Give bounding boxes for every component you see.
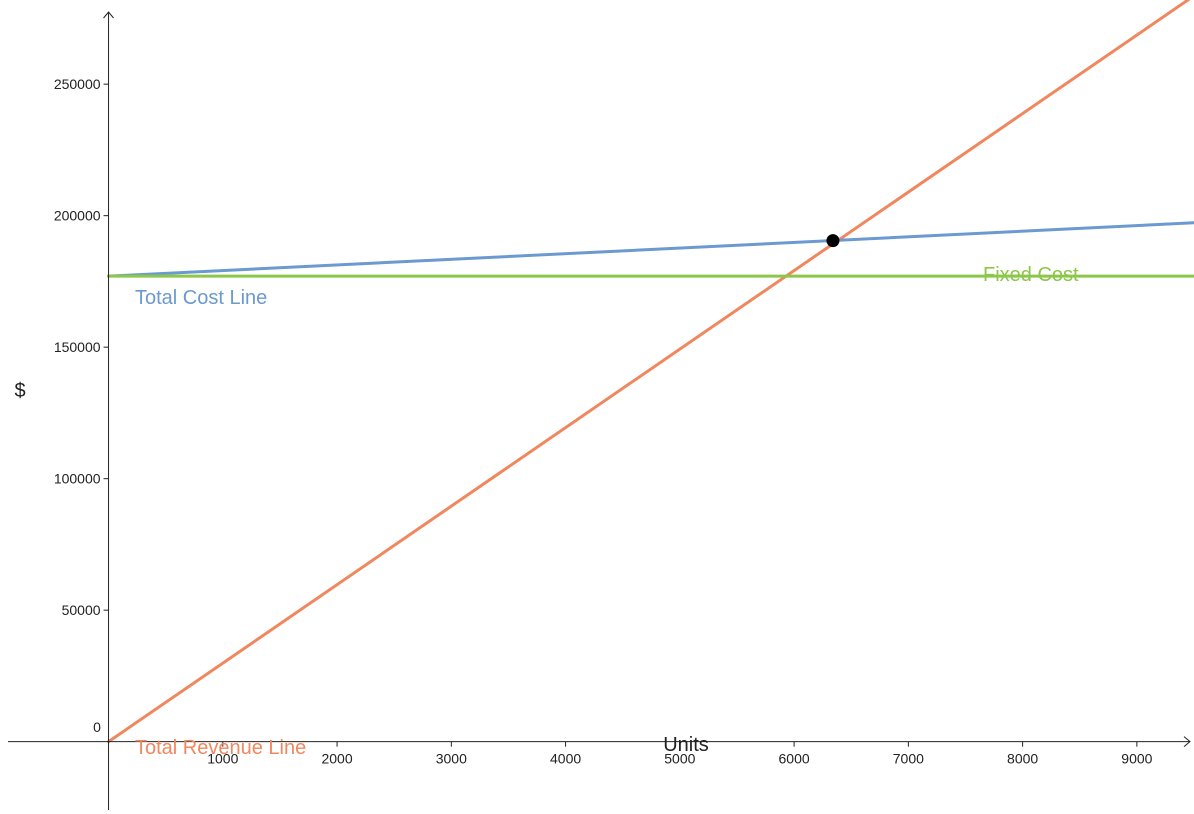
x-axis-title: Units [663, 734, 709, 756]
total-revenue-line [107, 0, 1191, 744]
y-tick-label: 150000 [54, 339, 101, 355]
total-revenue-line-label: Total Revenue Line [135, 737, 306, 759]
series-layer [107, 0, 1194, 744]
x-tick-label: 7000 [893, 751, 924, 767]
x-tick-label: 6000 [779, 751, 810, 767]
x-axis-arrow [1183, 736, 1191, 748]
origin-label: 0 [93, 719, 101, 735]
y-axis-title: $ [14, 380, 25, 402]
x-tick-label: 3000 [436, 751, 467, 767]
ticks-layer: 1000 2000 3000 4000 5000 6000 7000 8000 9000 5000… [54, 76, 1153, 767]
x-tick-label: 1000 [207, 751, 238, 767]
x-tick-label: 4000 [550, 751, 581, 767]
axes-layer [8, 11, 1191, 810]
y-tick-label: 100000 [54, 471, 101, 487]
points-layer [826, 234, 840, 248]
y-tick-label: 50000 [62, 602, 101, 618]
x-tick-label: 5000 [664, 751, 695, 767]
x-tick-label: 9000 [1121, 751, 1152, 767]
x-tick-label: 8000 [1007, 751, 1038, 767]
y-tick-label: 250000 [54, 76, 101, 92]
total-cost-line-label: Total Cost Line [135, 287, 267, 309]
break-even-point [826, 234, 840, 248]
fixed-cost-label: Fixed Cost [983, 264, 1079, 286]
total-cost-line [107, 221, 1194, 278]
y-tick-label: 200000 [54, 208, 101, 224]
labels-layer: Units $ 0 Total Cost Line Fixed Cost Tot… [14, 264, 1079, 759]
y-axis-arrow [103, 11, 114, 19]
x-tick-label: 2000 [321, 751, 352, 767]
